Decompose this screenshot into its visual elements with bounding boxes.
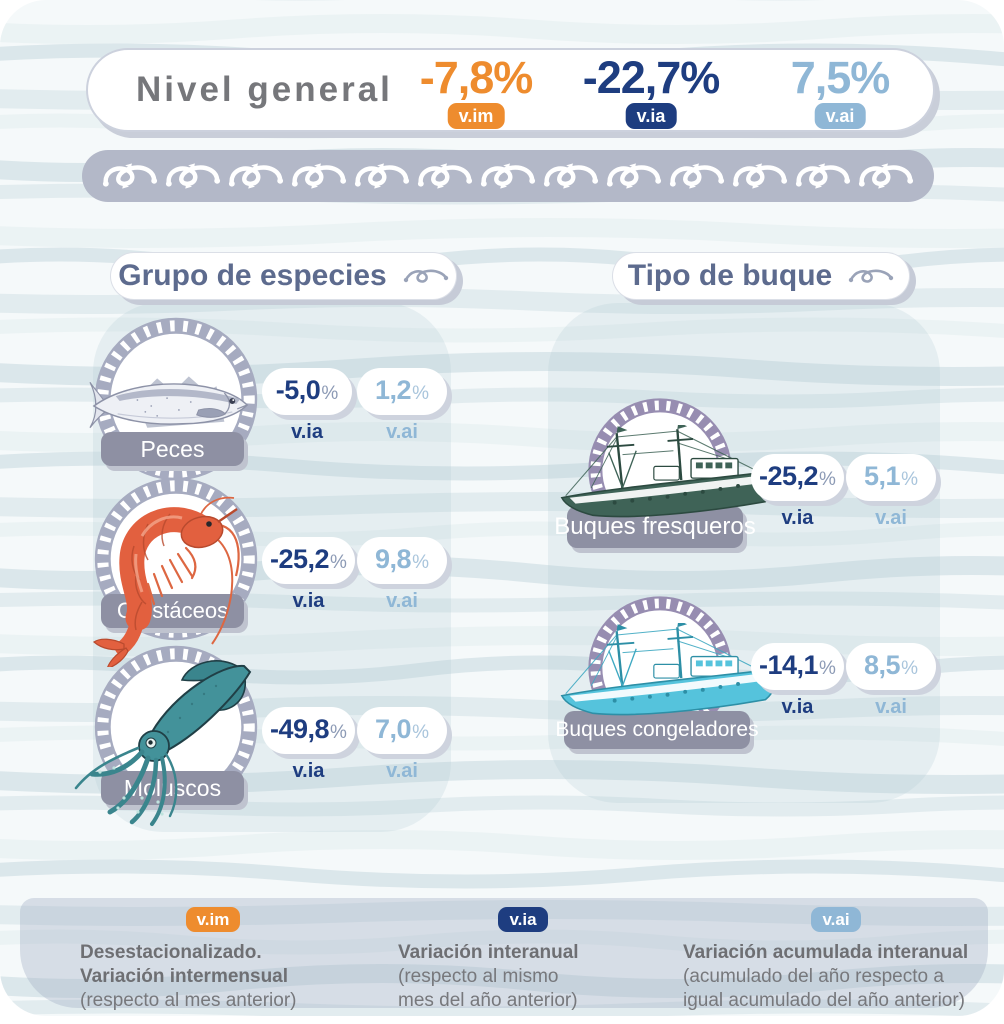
rope-knot-motif bbox=[480, 163, 536, 189]
freezer-trawler-icon bbox=[560, 623, 785, 716]
vai-badge: v.ai bbox=[814, 103, 866, 130]
vim-unit: % bbox=[493, 52, 533, 103]
rope-knot-motif bbox=[228, 163, 284, 189]
legend-via-line: Variación interanual bbox=[398, 942, 579, 963]
fish-icon bbox=[89, 376, 249, 429]
peces-via-pill: -5,0% bbox=[262, 368, 352, 415]
metric-via: -22,7% v.ia bbox=[582, 52, 720, 130]
legend-vai-note: (acumulado del año respecto a bbox=[683, 966, 944, 987]
crustaceos-via-pill: -25,2% bbox=[262, 537, 355, 584]
vai-value: 7,5 bbox=[790, 52, 852, 103]
squid-icon bbox=[74, 660, 252, 826]
legend-vai-note: igual acumulado del año anterior) bbox=[683, 990, 966, 1011]
vai-unit: % bbox=[850, 52, 890, 103]
rope-knot-motif bbox=[732, 163, 788, 189]
legend-band: v.im Desestacionalizado. Variación inter… bbox=[20, 898, 988, 1011]
legend-vim: v.im Desestacionalizado. Variación inter… bbox=[80, 907, 346, 1013]
legend-via-badge: v.ia bbox=[498, 907, 548, 932]
page-title: Nivel general bbox=[136, 70, 393, 109]
swirl-icon bbox=[849, 269, 894, 283]
legend-vai-badge: v.ai bbox=[811, 907, 861, 932]
via-tag: v.ia bbox=[781, 507, 814, 529]
fresqueros-vai-group: 5,1% v.ai bbox=[846, 454, 936, 528]
via-unit: % bbox=[680, 52, 720, 103]
legend-via: v.ia Variación interanual (respecto al m… bbox=[398, 907, 648, 1013]
vai-tag: v.ai bbox=[386, 590, 418, 612]
legend-vai: v.ai Variación acumulada interanual (acu… bbox=[683, 907, 989, 1013]
swirl-icon bbox=[403, 269, 448, 283]
fresqueros-via-group: -25,2% v.ia bbox=[751, 454, 844, 528]
moluscos-vai-pill: 7,0% bbox=[357, 707, 447, 754]
crustaceos-vai-group: 9,8% v.ai bbox=[357, 537, 447, 611]
legend-vim-line: Variación intermensual bbox=[80, 966, 289, 987]
via-badge: v.ia bbox=[625, 103, 677, 130]
rope-knot-motif bbox=[795, 163, 851, 189]
congeladores-vai-group: 8,5% v.ai bbox=[846, 643, 936, 717]
rope-knot-motif bbox=[669, 163, 725, 189]
rope-knot-motif bbox=[543, 163, 599, 189]
vai-tag: v.ai bbox=[875, 696, 907, 718]
species-title-text: Grupo de especies bbox=[118, 259, 387, 292]
via-tag: v.ia bbox=[292, 760, 325, 782]
congeladores-label: Buques congeladores bbox=[555, 718, 759, 741]
rope-knot-motif bbox=[165, 163, 221, 189]
crustaceos-vai-pill: 9,8% bbox=[357, 537, 447, 584]
label-chip-peces: Peces bbox=[101, 432, 244, 466]
section-title-vessels: Tipo de buque bbox=[612, 252, 910, 300]
vai-tag: v.ai bbox=[875, 507, 907, 529]
rope-knot-motif bbox=[102, 163, 158, 189]
legend-vim-note: (respecto al mes anterior) bbox=[80, 990, 297, 1011]
metric-vim: -7,8% v.im bbox=[419, 52, 533, 130]
rope-knot-motif bbox=[291, 163, 347, 189]
via-tag: v.ia bbox=[292, 590, 325, 612]
vai-tag: v.ai bbox=[386, 760, 418, 782]
congeladores-via-pill: -14,1% bbox=[751, 643, 844, 690]
rope-knot-motif bbox=[354, 163, 410, 189]
legend-via-note: mes del año anterior) bbox=[398, 990, 578, 1011]
fresqueros-label: Buques fresqueros bbox=[554, 513, 756, 540]
peces-vai-group: 1,2% v.ai bbox=[357, 368, 447, 442]
peces-vai-pill: 1,2% bbox=[357, 368, 447, 415]
vim-badge: v.im bbox=[447, 103, 505, 130]
fresqueros-via-pill: -25,2% bbox=[751, 454, 844, 501]
rope-knot-motif bbox=[858, 163, 914, 189]
general-level-card: Nivel general -7,8% v.im -22,7% v.ia 7,5… bbox=[86, 48, 935, 132]
moluscos-via-pill: -49,8% bbox=[262, 707, 355, 754]
label-chip-congeladores: Buques congeladores bbox=[555, 711, 759, 749]
peces-label: Peces bbox=[140, 435, 205, 462]
via-tag: v.ia bbox=[781, 696, 814, 718]
rope-knot-divider bbox=[82, 150, 934, 202]
rope-knot-motif bbox=[606, 163, 662, 189]
vessels-title-text: Tipo de buque bbox=[627, 259, 833, 292]
vim-value: -7,8 bbox=[419, 52, 495, 103]
shrimp-icon bbox=[93, 496, 240, 667]
via-value: -22,7 bbox=[582, 52, 682, 103]
congeladores-vai-pill: 8,5% bbox=[846, 643, 936, 690]
legend-via-note: (respecto al mismo bbox=[398, 966, 559, 987]
legend-vim-badge: v.im bbox=[185, 907, 241, 932]
legend-vim-line: Desestacionalizado. bbox=[80, 942, 262, 963]
section-title-species: Grupo de especies bbox=[110, 252, 457, 300]
peces-via-group: -5,0% v.ia bbox=[262, 368, 352, 442]
moluscos-vai-group: 7,0% v.ai bbox=[357, 707, 447, 781]
metric-vai: 7,5% v.ai bbox=[790, 52, 890, 130]
congeladores-via-group: -14,1% v.ia bbox=[751, 643, 844, 717]
via-tag: v.ia bbox=[291, 421, 323, 443]
legend-vai-line: Variación acumulada interanual bbox=[683, 942, 969, 963]
crustaceos-via-group: -25,2% v.ia bbox=[262, 537, 355, 611]
moluscos-via-group: -49,8% v.ia bbox=[262, 707, 355, 781]
vai-tag: v.ai bbox=[386, 421, 418, 443]
rope-knot-motif bbox=[417, 163, 473, 189]
fresqueros-vai-pill: 5,1% bbox=[846, 454, 936, 501]
